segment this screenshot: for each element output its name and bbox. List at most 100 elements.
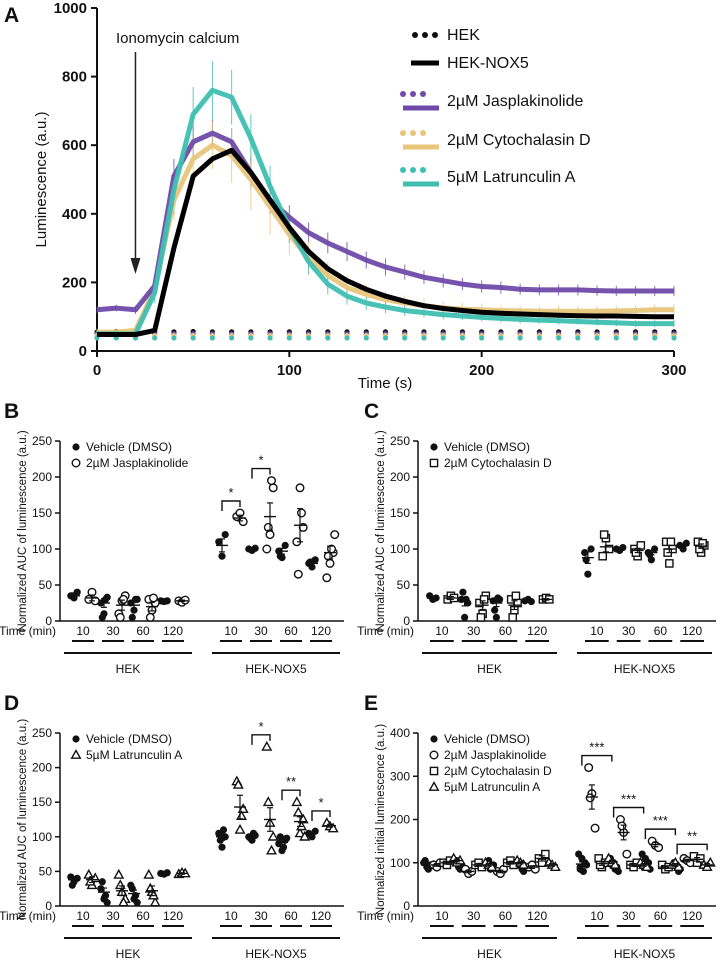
panel-b-time-tick: 60 — [136, 624, 150, 638]
data-point — [128, 885, 136, 893]
data-point — [267, 830, 279, 841]
data-point — [262, 544, 272, 554]
panel-a-dot-4 — [325, 335, 331, 341]
data-point — [70, 749, 82, 759]
panel-a-dot-4 — [421, 335, 427, 341]
data-point — [598, 551, 607, 561]
legend-label: 5µM Latrunculin A — [86, 748, 182, 762]
data-point — [143, 868, 155, 879]
data-point — [429, 458, 439, 468]
legend-label: 2µM Cytochalasin D — [444, 456, 552, 470]
significance-label: * — [318, 795, 323, 810]
data-point — [476, 613, 486, 622]
legend-dots — [410, 167, 416, 173]
data-point — [650, 545, 659, 553]
panel-b-time-tick: 120 — [163, 624, 183, 638]
panel-b-time-tick: 60 — [284, 624, 298, 638]
panel-e-time-tick: 120 — [682, 909, 702, 923]
data-point — [299, 830, 311, 841]
data-point — [237, 803, 249, 814]
panel-a-x-axis-label: Time (s) — [358, 375, 412, 392]
significance-label: *** — [589, 740, 604, 755]
panel-e-time-tick: 30 — [622, 909, 636, 923]
data-point — [584, 763, 594, 773]
panel-a-dot-4 — [632, 335, 639, 341]
significance-label: ** — [687, 828, 697, 843]
data-point — [430, 735, 438, 743]
data-point — [614, 867, 622, 876]
panel-a-y-tick-label: 800 — [62, 69, 87, 86]
data-point — [149, 896, 161, 907]
panel-e-y-tick-label: 100 — [390, 856, 410, 870]
panel-a-dot-4 — [498, 335, 504, 341]
data-point — [508, 613, 517, 622]
data-point — [215, 538, 223, 546]
data-point — [666, 537, 676, 547]
legend-dots — [422, 32, 428, 38]
data-point — [113, 868, 125, 879]
data-point — [218, 843, 226, 851]
significance-label: * — [258, 719, 263, 734]
legend-label: 5µM Latrunculin A — [447, 169, 576, 186]
data-point — [609, 858, 621, 869]
panel-b-y-tick-label: 250 — [32, 434, 52, 448]
panel-c-y-tick-label: 0 — [403, 614, 410, 628]
panel-d-time-label: Time (min) — [0, 909, 56, 923]
legend-label: 2µM Jasplakinolide — [86, 456, 189, 470]
panel-e-time-tick: 10 — [590, 909, 604, 923]
legend-dots — [420, 91, 426, 97]
panel-d-y-tick-label: 50 — [39, 864, 53, 878]
data-point — [294, 827, 306, 838]
panel-c-y-tick-label: 50 — [397, 578, 411, 592]
legend-label: 5µM Latrunculin A — [444, 780, 540, 794]
panel-a-dot-4 — [190, 335, 196, 341]
panel-a-dot-4 — [671, 335, 677, 341]
panel-a-dot-4 — [229, 335, 235, 341]
panel-label-a: A — [4, 4, 19, 27]
group-label: HEK — [116, 662, 141, 676]
group-label: HEK — [477, 662, 502, 676]
panel-c-time-tick: 10 — [590, 624, 604, 638]
data-point — [293, 569, 303, 579]
significance-bracket — [676, 843, 708, 855]
data-point — [291, 796, 303, 807]
data-point — [276, 833, 284, 841]
panel-b-y-tick-label: 100 — [32, 542, 52, 556]
legend-dots — [400, 91, 406, 97]
data-point — [73, 874, 81, 882]
group-label: HEK-NOX5 — [245, 947, 307, 961]
data-point — [421, 856, 429, 865]
data-point — [581, 549, 589, 557]
data-point — [494, 594, 502, 602]
panel-a-dot-4 — [248, 335, 254, 341]
panel-c-time-tick: 60 — [654, 624, 668, 638]
panel-a-dot-4 — [440, 335, 446, 341]
data-point — [148, 593, 158, 603]
data-point — [295, 483, 305, 493]
data-point — [218, 552, 226, 560]
panel-d-time-tick: 120 — [163, 909, 183, 923]
data-point — [262, 796, 274, 807]
data-point — [327, 822, 339, 833]
panel-d-y-tick-label: 250 — [32, 726, 52, 740]
panel-d-y-tick-label: 200 — [32, 761, 52, 775]
data-point — [268, 483, 278, 493]
significance-label: * — [228, 485, 233, 500]
data-point — [587, 545, 595, 553]
panel-label-c: C — [364, 400, 379, 423]
panel-c-time-tick: 30 — [622, 624, 636, 638]
data-point — [622, 849, 632, 859]
legend-label: 2µM Jasplakinolide — [447, 93, 584, 110]
panel-a-series-line-4 — [97, 87, 674, 337]
data-point — [636, 541, 646, 550]
panel-a-series-line-1 — [97, 147, 674, 337]
legend-dots — [410, 130, 416, 136]
panel-label-d: D — [4, 692, 19, 715]
panel-a-dot-4 — [344, 335, 350, 341]
panel-a-y-tick-label: 600 — [62, 137, 87, 154]
panel-a-dot-4 — [402, 335, 408, 341]
legend-label: Vehicle (DMSO) — [86, 440, 172, 454]
